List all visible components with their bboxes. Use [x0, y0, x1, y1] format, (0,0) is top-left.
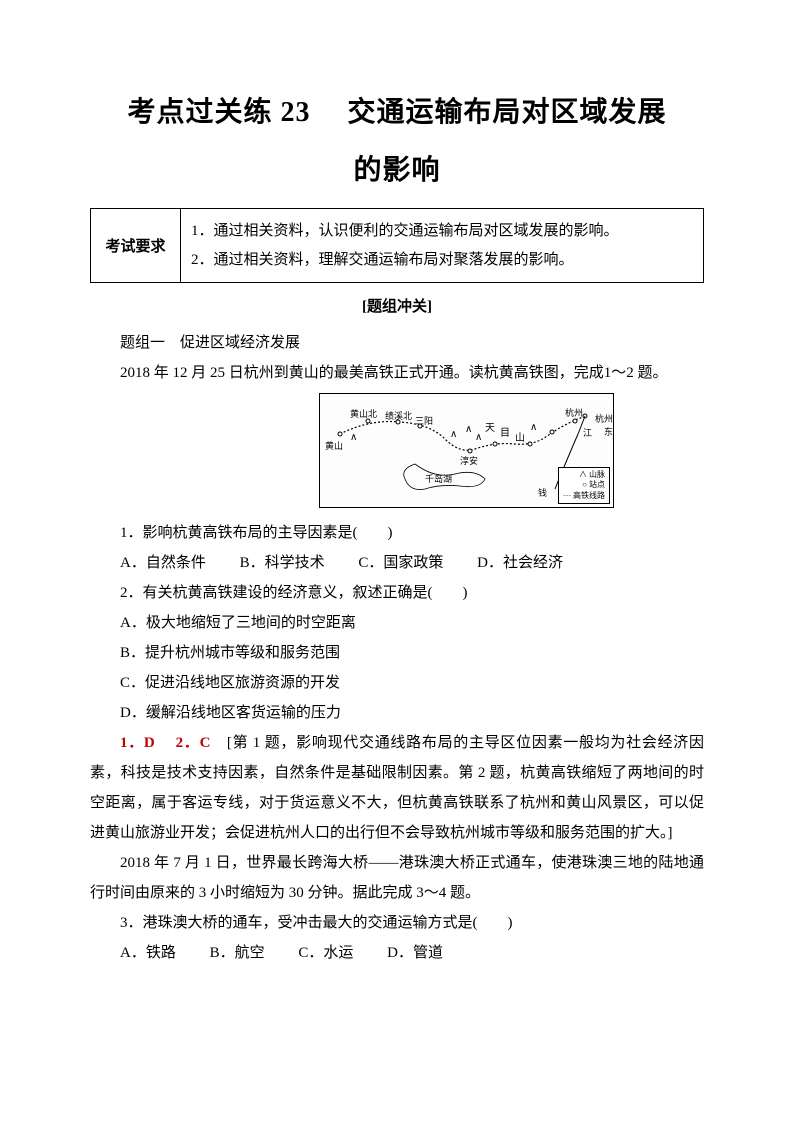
- title-main: 考点过关练 23 交通运输布局对区域发展: [90, 90, 704, 130]
- requirement-2: 2．通过相关资料，理解交通运输布局对聚落发展的影响。: [191, 246, 693, 275]
- q1-options: A．自然条件 B．科学技术 C．国家政策 D．社会经济: [90, 548, 704, 578]
- map-box: 黄山 黄山北 绩溪北 三阳 淳安 杭州 杭州东 天 目 山 千岛湖 钱 江 ∧ …: [319, 393, 614, 508]
- answer-1: 1．D: [120, 735, 155, 751]
- q2-a: A．极大地缩短了三地间的时空距离: [90, 608, 704, 638]
- requirements-table: 考试要求 1．通过相关资料，认识便利的交通运输布局对区域发展的影响。 2．通过相…: [90, 208, 704, 283]
- map-chunan: 淳安: [460, 454, 478, 467]
- title-sub: 的影响: [90, 148, 704, 188]
- group-title: 题组一 促进区域经济发展: [90, 328, 704, 358]
- answer-12: 1．D 2．C [第 1 题，影响现代交通线路布局的主导区位因素一般均为社会经济…: [90, 728, 704, 848]
- map-sanyang: 三阳: [415, 414, 433, 427]
- requirements-label: 考试要求: [91, 209, 181, 283]
- q1-a: A．自然条件: [120, 555, 206, 571]
- q3-a: A．铁路: [120, 945, 176, 961]
- map-tianmu: 天: [485, 419, 495, 434]
- map-tianmu2: 目: [500, 424, 510, 439]
- requirements-content: 1．通过相关资料，认识便利的交通运输布局对区域发展的影响。 2．通过相关资料，理…: [181, 209, 704, 283]
- q2-c: C．促进沿线地区旅游资源的开发: [90, 668, 704, 698]
- map-container: 黄山 黄山北 绩溪北 三阳 淳安 杭州 杭州东 天 目 山 千岛湖 钱 江 ∧ …: [90, 393, 614, 513]
- legend-station: ○ 站点: [563, 480, 605, 490]
- q1-d: D．社会经济: [477, 555, 563, 571]
- q1-c: C．国家政策: [358, 555, 443, 571]
- q3-stem: 3．港珠澳大桥的通车，受冲击最大的交通运输方式是( ): [90, 908, 704, 938]
- q2-d: D．缓解沿线地区客货运输的压力: [90, 698, 704, 728]
- q2-stem: 2．有关杭黄高铁建设的经济意义，叙述正确是( ): [90, 578, 704, 608]
- intro-2: 2018 年 7 月 1 日，世界最长跨海大桥——港珠澳大桥正式通车，使港珠澳三…: [90, 848, 704, 908]
- legend-mountain: ∧ 山脉: [563, 470, 605, 480]
- map-qiandao: 千岛湖: [425, 472, 452, 485]
- map-huangshan-n: 黄山北: [350, 407, 377, 420]
- map-jiang: 江: [583, 426, 592, 439]
- q3-d: D．管道: [387, 945, 443, 961]
- q3-options: A．铁路 B．航空 C．水运 D．管道: [90, 938, 704, 968]
- section-header: [题组冲关]: [90, 295, 704, 316]
- q2-b: B．提升杭州城市等级和服务范围: [90, 638, 704, 668]
- map-shan: 山: [515, 429, 525, 444]
- q3-c: C．水运: [298, 945, 353, 961]
- map-jixi-n: 绩溪北: [385, 409, 412, 422]
- q1-stem: 1．影响杭黄高铁布局的主导因素是( ): [90, 518, 704, 548]
- map-qiantang: 钱: [538, 486, 547, 499]
- answer-2: 2．C: [176, 735, 211, 751]
- map-hangzhou: 杭州: [565, 406, 583, 419]
- map-legend: ∧ 山脉 ○ 站点 ┄ 高铁线路: [558, 467, 610, 504]
- q1-b: B．科学技术: [240, 555, 325, 571]
- q3-b: B．航空: [210, 945, 265, 961]
- map-huangshan: 黄山: [325, 439, 343, 452]
- requirement-1: 1．通过相关资料，认识便利的交通运输布局对区域发展的影响。: [191, 217, 693, 246]
- legend-rail: ┄ 高铁线路: [563, 491, 605, 501]
- intro-1: 2018 年 12 月 25 日杭州到黄山的最美高铁正式开通。读杭黄高铁图，完成…: [90, 358, 704, 388]
